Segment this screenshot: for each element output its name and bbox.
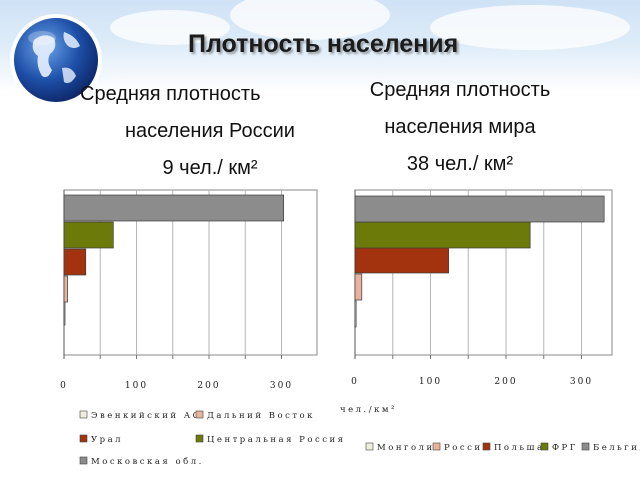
x-tick-label: 100 [419,377,442,387]
legend-label: Польша [494,443,545,453]
bar-4 [63,221,114,249]
bar-5 [63,194,285,222]
x-tick-label: 0 [351,377,359,387]
bar-3 [63,248,87,276]
legend-swatch [432,442,441,451]
legend-swatch [195,434,204,443]
legend-swatch [79,410,88,419]
cloud [230,0,390,40]
legend-label: ФРГ [552,443,578,453]
bar-1 [63,298,66,326]
caption-line: 38 чел./ км² [406,153,514,175]
x-tick-label: 200 [494,377,517,387]
legend-swatch [195,410,204,419]
bar-2 [63,275,68,303]
caption-line: населения России [125,120,295,142]
caption-line: Средняя плотность [369,79,551,101]
x-axis-unit-label: чел./км² [340,405,397,415]
legend-label: Россия [444,443,490,453]
russia-density-caption: Средняя плотность населения России 9 чел… [80,76,340,187]
x-tick-label: 100 [125,381,148,391]
legend-swatch [540,442,549,451]
header-background [0,0,640,92]
legend-swatch [482,442,491,451]
legend-label: Эвенкийский АО [91,411,202,421]
legend-swatch [581,442,590,451]
x-tick-label: 300 [270,381,293,391]
legend-label: Монголия [377,443,442,453]
cloud [430,5,630,50]
x-tick-label: 300 [570,377,593,387]
legend-label: Бельгия [593,443,640,453]
caption-line: Средняя плотность [80,83,261,105]
bar-4 [354,221,531,249]
legend-label: Московская обл. [91,456,204,467]
caption-line: 9 чел./ км² [162,157,258,179]
legend-swatch [79,434,88,443]
x-tick-label: 0 [60,381,68,391]
x-tick-label: 200 [197,381,220,391]
legend-swatch [365,442,374,451]
legend-label: Центральная Россия [207,435,346,445]
bar-5 [354,195,605,223]
cloud [110,10,230,45]
caption-line: населения мира [384,116,536,138]
bar-3 [354,246,449,274]
globe-icon [10,14,102,106]
world-density-caption: Средняя плотность населения мира 38 чел.… [330,72,590,183]
legend-label: Урал [91,435,123,445]
bar-1 [354,300,357,328]
legend-label: Дальний Восток [207,411,315,421]
page-title: Плотность населения [188,30,459,58]
legend-swatch [79,456,88,465]
bar-2 [354,273,363,301]
